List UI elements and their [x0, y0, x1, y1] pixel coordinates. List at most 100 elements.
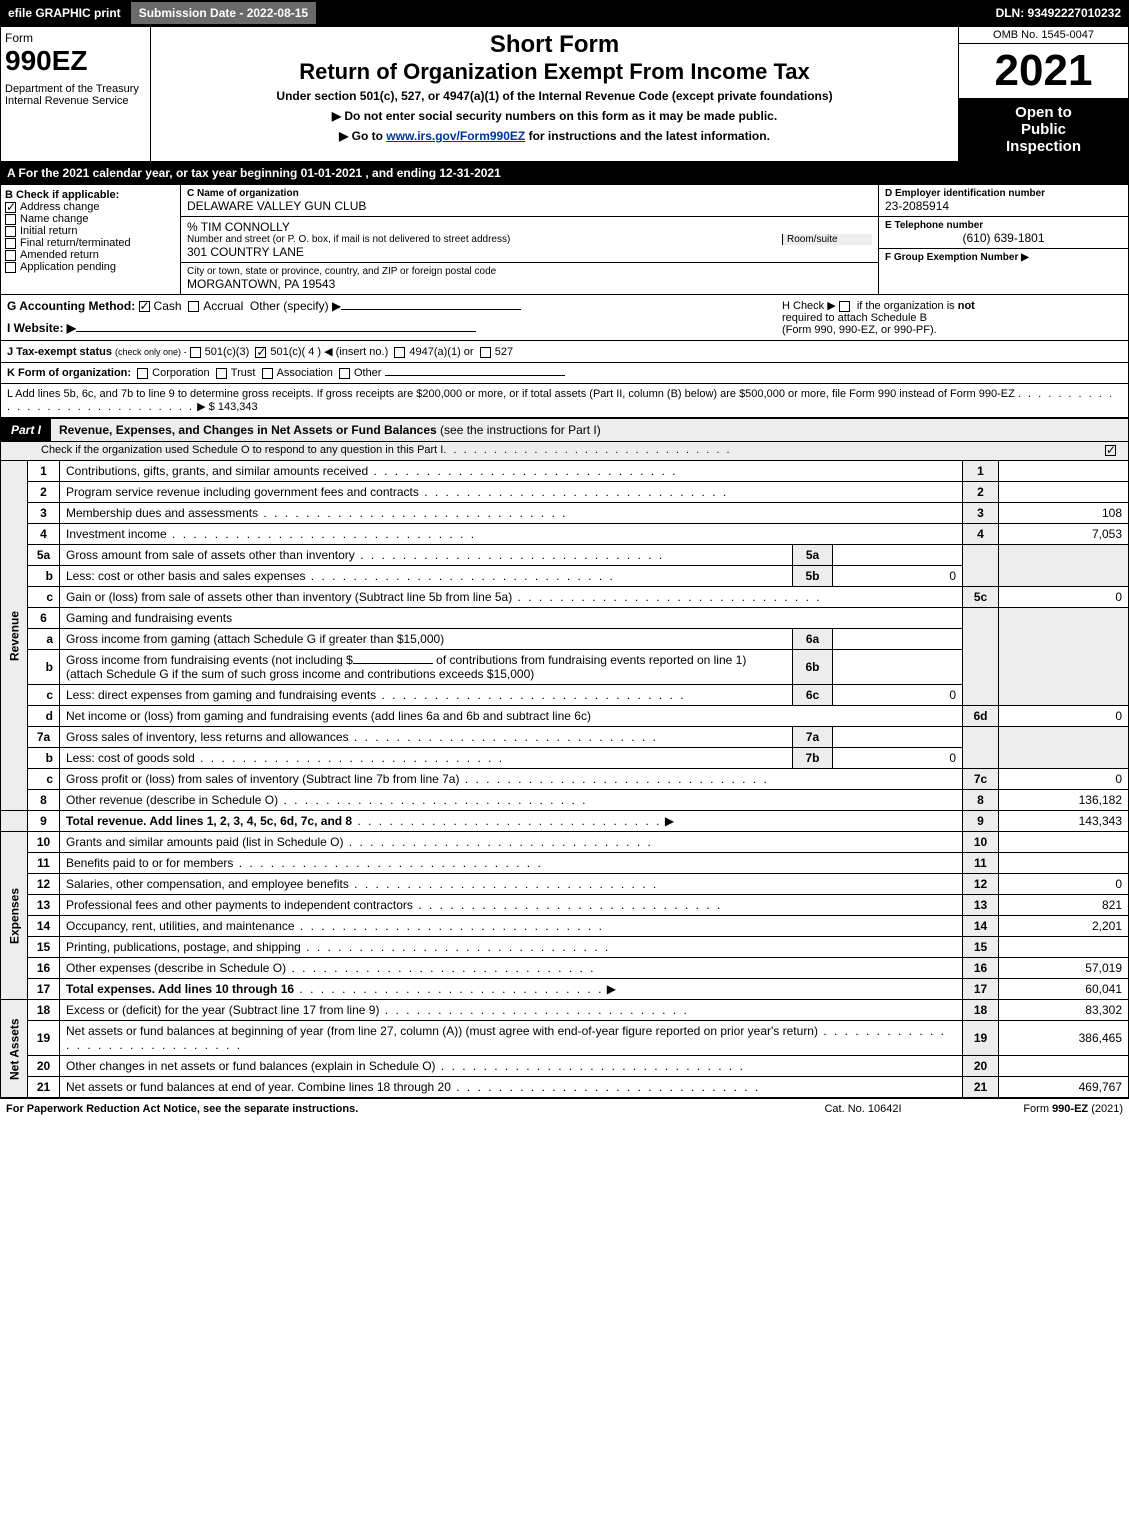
short-form-title: Short Form [155, 31, 954, 59]
h-text2: if the organization is [857, 300, 958, 312]
footer-right: Form 990-EZ (2021) [963, 1103, 1123, 1115]
l7c-num: c [28, 769, 60, 790]
line-5b: b Less: cost or other basis and sales ex… [1, 566, 1129, 587]
l15-desc: Printing, publications, postage, and shi… [66, 940, 301, 954]
l1-dots [368, 464, 677, 478]
info-grid: B Check if applicable: Address change Na… [0, 184, 1129, 295]
footer-left: For Paperwork Reduction Act Notice, see … [6, 1103, 763, 1115]
chk-name-change[interactable] [5, 214, 16, 225]
l5a-mini: 5a [793, 545, 833, 566]
i-label: I Website: ▶ [7, 321, 76, 335]
chk-final-return[interactable] [5, 238, 16, 249]
l15-num: 15 [28, 937, 60, 958]
box-b-title: B Check if applicable: [5, 189, 176, 201]
irs-link[interactable]: www.irs.gov/Form990EZ [386, 129, 525, 143]
l14-num: 14 [28, 916, 60, 937]
chk-trust[interactable] [216, 368, 227, 379]
l17-val: 60,041 [999, 979, 1129, 1000]
line-14: 14 Occupancy, rent, utilities, and maint… [1, 916, 1129, 937]
street-label: Number and street (or P. O. box, if mail… [187, 234, 782, 245]
chk-address-change[interactable] [5, 202, 16, 213]
box-def: D Employer identification number 23-2085… [878, 185, 1128, 294]
l6c-dots [376, 688, 685, 702]
line-19: 19 Net assets or fund balances at beginn… [1, 1021, 1129, 1056]
l5c-num: c [28, 587, 60, 608]
chk-amended-return[interactable] [5, 250, 16, 261]
lbl-4947: 4947(a)(1) or [409, 346, 473, 358]
chk-527[interactable] [480, 347, 491, 358]
dept-treasury: Department of the Treasury [5, 83, 146, 95]
l1-ref: 1 [963, 461, 999, 482]
chk-schedule-o[interactable] [1105, 445, 1116, 456]
l18-desc: Excess or (deficit) for the year (Subtra… [66, 1003, 379, 1017]
chk-4947[interactable] [394, 347, 405, 358]
l13-val: 821 [999, 895, 1129, 916]
chk-initial-return[interactable] [5, 226, 16, 237]
footer-right-post: (2021) [1088, 1103, 1123, 1115]
chk-cash[interactable] [139, 301, 150, 312]
lbl-final-return: Final return/terminated [20, 237, 131, 249]
line-6b: b Gross income from fundraising events (… [1, 650, 1129, 685]
topbar-spacer [318, 0, 987, 26]
l17-dots [294, 982, 603, 996]
line-11: 11 Benefits paid to or for members 11 [1, 853, 1129, 874]
l19-desc: Net assets or fund balances at beginning… [66, 1024, 818, 1038]
l16-dots [286, 961, 595, 975]
l6d-desc: Net income or (loss) from gaming and fun… [60, 706, 963, 727]
chk-other-org[interactable] [339, 368, 350, 379]
l6d-num: d [28, 706, 60, 727]
footer-right-bold: 990-EZ [1052, 1103, 1088, 1115]
l6b-num: b [28, 650, 60, 685]
line-7a: 7a Gross sales of inventory, less return… [1, 727, 1129, 748]
chk-corp[interactable] [137, 368, 148, 379]
l18-dots [379, 1003, 688, 1017]
chk-assoc[interactable] [262, 368, 273, 379]
chk-501c[interactable] [255, 347, 266, 358]
chk-accrual[interactable] [188, 301, 199, 312]
lbl-corp: Corporation [152, 367, 209, 379]
l16-ref: 16 [963, 958, 999, 979]
l9-num: 9 [28, 811, 60, 832]
l9-ref: 9 [963, 811, 999, 832]
chk-h[interactable] [839, 301, 850, 312]
l11-val [999, 853, 1129, 874]
side-expenses: Expenses [1, 832, 28, 1000]
lbl-accrual: Accrual [203, 299, 243, 313]
line-15: 15 Printing, publications, postage, and … [1, 937, 1129, 958]
inspection-badge: Open to Public Inspection [959, 98, 1128, 161]
chk-application-pending[interactable] [5, 262, 16, 273]
l6d-val: 0 [999, 706, 1129, 727]
h-not: not [958, 300, 975, 312]
other-specify-line [341, 309, 521, 310]
l3-desc: Membership dues and assessments [66, 506, 258, 520]
l20-ref: 20 [963, 1056, 999, 1077]
l8-val: 136,182 [999, 790, 1129, 811]
l7b-mval: 0 [833, 748, 963, 769]
l10-val [999, 832, 1129, 853]
part1-header: Part I Revenue, Expenses, and Changes in… [0, 418, 1129, 442]
l18-val: 83,302 [999, 1000, 1129, 1021]
l8-num: 8 [28, 790, 60, 811]
l15-ref: 15 [963, 937, 999, 958]
lbl-assoc: Association [277, 367, 333, 379]
row-l: L Add lines 5b, 6c, and 7b to line 9 to … [0, 384, 1129, 418]
row-a-tax-year: A For the 2021 calendar year, or tax yea… [0, 162, 1129, 184]
l4-val: 7,053 [999, 524, 1129, 545]
l13-desc: Professional fees and other payments to … [66, 898, 413, 912]
l5b-num: b [28, 566, 60, 587]
l-arrow: ▶ $ [197, 401, 218, 413]
form-number: 990EZ [5, 45, 146, 77]
header-left: Form 990EZ Department of the Treasury In… [1, 27, 151, 161]
l21-num: 21 [28, 1077, 60, 1098]
efile-print-link[interactable]: efile GRAPHIC print [0, 0, 129, 26]
l3-num: 3 [28, 503, 60, 524]
l3-dots [258, 506, 567, 520]
l4-ref: 4 [963, 524, 999, 545]
header-mid: Short Form Return of Organization Exempt… [151, 27, 958, 161]
l12-num: 12 [28, 874, 60, 895]
l3-val: 108 [999, 503, 1129, 524]
l5a-desc: Gross amount from sale of assets other t… [66, 548, 355, 562]
chk-501c3[interactable] [190, 347, 201, 358]
h-text1: H Check ▶ [782, 300, 836, 312]
l8-ref: 8 [963, 790, 999, 811]
